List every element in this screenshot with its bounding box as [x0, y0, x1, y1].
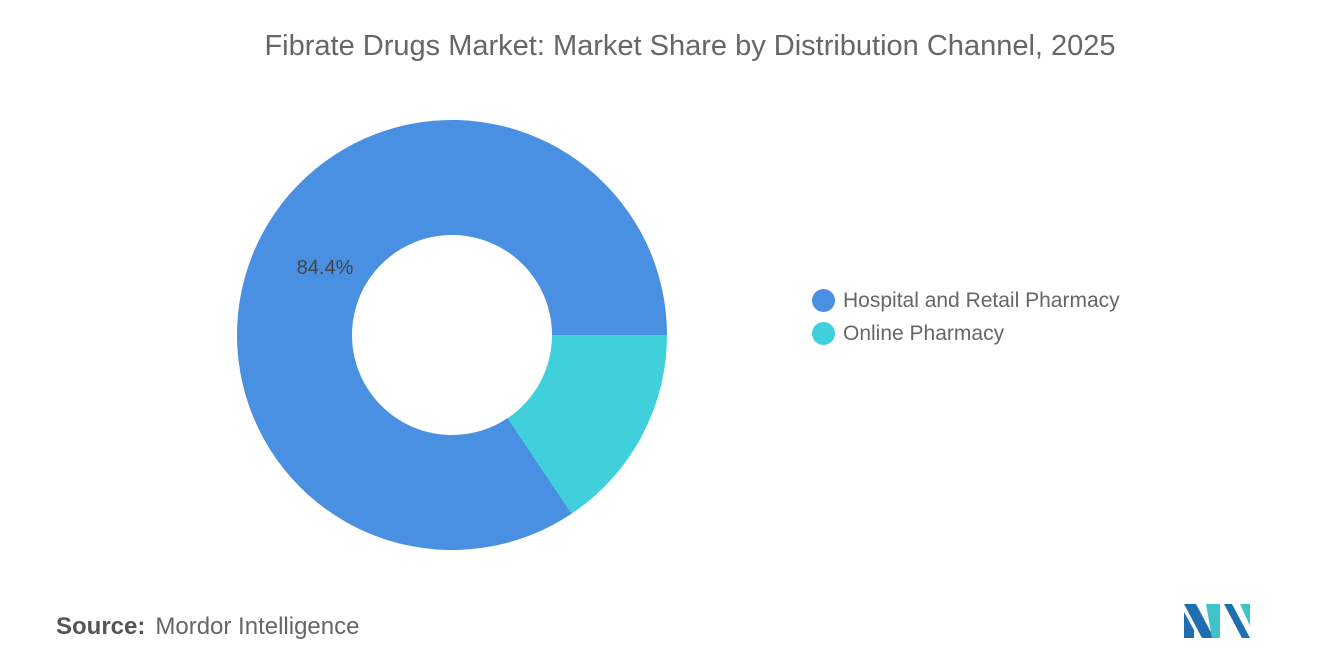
- legend-swatch: [812, 289, 835, 312]
- legend-label: Hospital and Retail Pharmacy: [843, 288, 1120, 312]
- legend-label: Online Pharmacy: [843, 321, 1005, 345]
- mordor-logo: [1184, 604, 1250, 638]
- source: Source: Mordor Intelligence: [56, 613, 359, 641]
- legend-item-hospital: Hospital and Retail Pharmacy: [812, 284, 1120, 317]
- chart-title: Fibrate Drugs Market: Market Share by Di…: [264, 30, 1116, 62]
- data-label-hospital: 84.4%: [297, 257, 354, 279]
- donut-slice-1: [507, 335, 667, 514]
- legend-swatch: [812, 322, 835, 345]
- source-label: Source:: [56, 613, 146, 640]
- donut-slice-0: [237, 119, 667, 550]
- legend-item-online: Online Pharmacy: [812, 317, 1120, 350]
- source-value: Mordor Intelligence: [155, 613, 360, 640]
- legend: Hospital and Retail Pharmacy Online Phar…: [812, 284, 1120, 350]
